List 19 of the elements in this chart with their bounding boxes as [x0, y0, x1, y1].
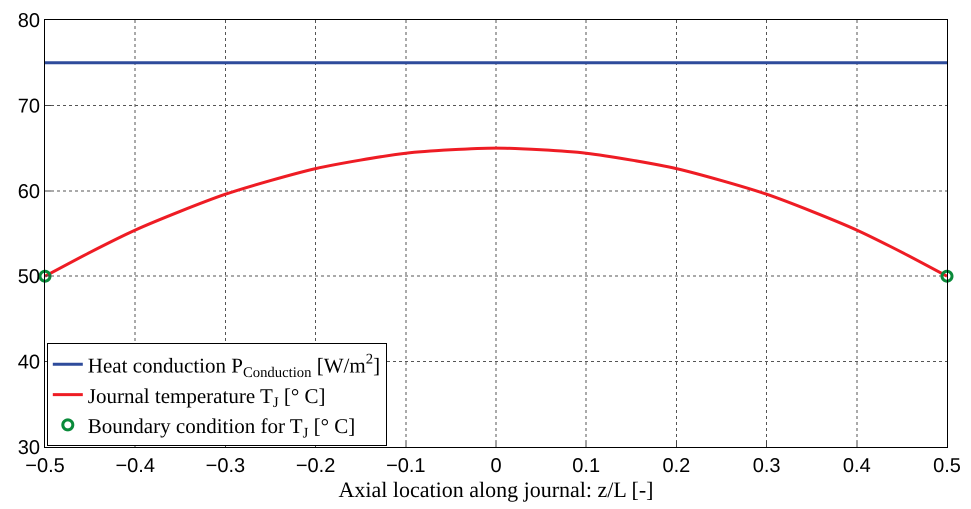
y-tick-label: 50 — [18, 266, 40, 288]
legend-label: Journal temperature T$_{J}$ [° C] — [88, 384, 326, 412]
y-tick-label: 60 — [18, 180, 40, 203]
x-tick-label: 0 — [490, 455, 502, 477]
x-tick-label: −0.2 — [296, 455, 336, 477]
x-tick-label: 0.1 — [572, 455, 600, 477]
x-tick-label: −0.4 — [115, 455, 155, 477]
x-axis-title: Axial location along journal: z/L [-] — [338, 477, 654, 502]
y-tick-label: 40 — [18, 352, 40, 374]
x-tick-label: −0.3 — [206, 455, 246, 477]
x-tick-label: 0.5 — [933, 455, 961, 477]
x-tick-label: 0.2 — [662, 455, 690, 477]
x-tick-label: −0.1 — [386, 455, 426, 477]
y-tick-label: 80 — [18, 10, 40, 32]
y-tick-label: 70 — [18, 95, 40, 118]
x-tick-label: 0.3 — [752, 455, 781, 477]
x-tick-label: 0.4 — [842, 455, 871, 477]
legend-label: Boundary condition for T$_{J}$ [° C] — [88, 414, 356, 442]
legend-label: Heat conduction P$_{Conduction}$ [W/m$^{2}$] — [88, 352, 380, 381]
